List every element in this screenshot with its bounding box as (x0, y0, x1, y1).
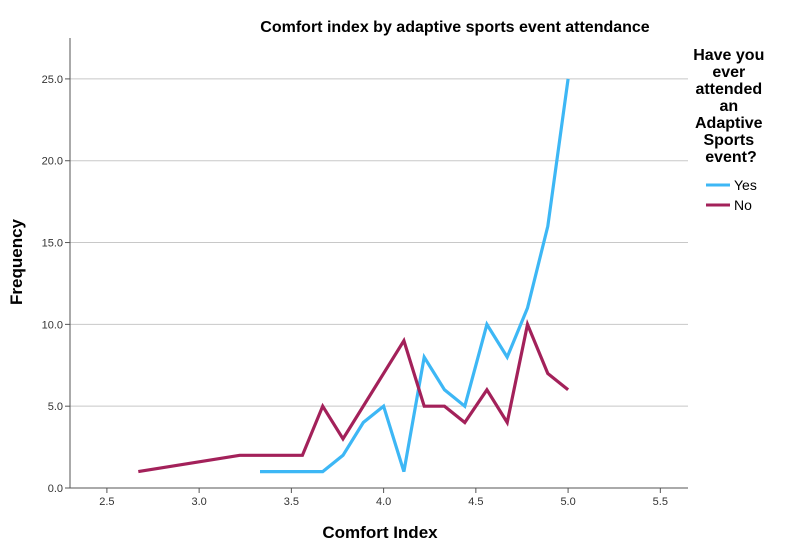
legend-title-line: Adaptive (695, 115, 763, 132)
y-axis-title: Frequency (7, 218, 26, 305)
x-tick-label: 4.0 (376, 496, 391, 508)
legend-title: Have you ever attended an Adaptive Sport… (693, 47, 769, 166)
gridlines (70, 78, 688, 407)
legend-title-line: ever (712, 64, 745, 81)
legend-title-line: attended (695, 81, 762, 98)
x-axis-ticks: 2.5 3.0 3.5 4.0 4.5 5.0 5.5 (99, 488, 668, 508)
x-tick-label: 5.5 (653, 496, 668, 508)
y-axis-ticks: 0.0 5.0 10.0 15.0 20.0 25.0 (42, 74, 70, 495)
x-tick-label: 2.5 (99, 496, 114, 508)
legend-title-line: Have you (693, 47, 764, 64)
x-tick-label: 3.5 (284, 496, 299, 508)
y-tick-label: 0.0 (48, 483, 63, 495)
y-tick-label: 5.0 (48, 401, 63, 413)
y-tick-label: 20.0 (42, 156, 63, 168)
series-line-no (138, 318, 570, 474)
x-tick-label: 4.5 (468, 496, 483, 508)
legend-title-line: event? (705, 149, 757, 166)
legend-label-yes: Yes (734, 177, 757, 193)
chart-title: Comfort index by adaptive sports event a… (260, 19, 650, 36)
y-tick-label: 25.0 (42, 74, 63, 86)
y-tick-label: 15.0 (42, 238, 63, 250)
legend-title-line: an (719, 98, 738, 115)
x-tick-label: 5.0 (560, 496, 575, 508)
legend-label-no: No (734, 197, 752, 213)
legend: Have you ever attended an Adaptive Sport… (693, 47, 769, 213)
series-line-yes (260, 78, 570, 474)
y-tick-label: 10.0 (42, 319, 63, 331)
x-tick-label: 3.0 (191, 496, 206, 508)
legend-title-line: Sports (703, 132, 754, 149)
series-lines (138, 78, 570, 474)
x-axis-title: Comfort Index (322, 523, 438, 542)
